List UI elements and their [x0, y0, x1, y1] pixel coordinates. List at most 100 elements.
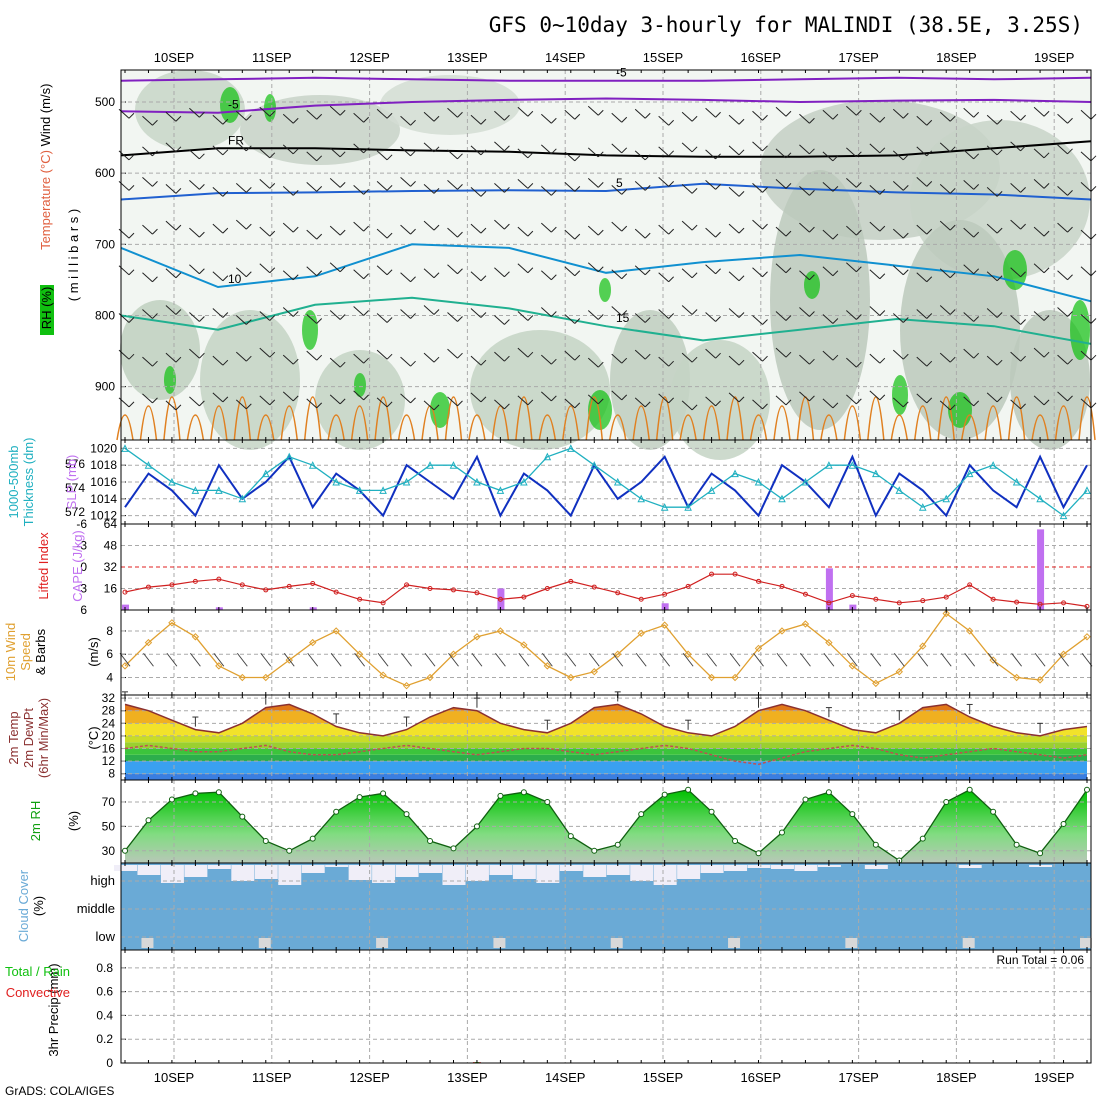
- wind-barb: [869, 112, 881, 123]
- wind-barb: [306, 266, 318, 277]
- wind-speed-point: [614, 650, 622, 658]
- lifted-index-point: [1061, 600, 1067, 606]
- wind-barb-flag: [832, 113, 839, 120]
- li-tick-label: 6: [80, 603, 87, 617]
- axis-title-line: Wind (m/s): [38, 84, 53, 147]
- wind-barb-flag: [245, 145, 252, 152]
- y-tick-label: 8: [106, 624, 113, 638]
- wind-barb: [165, 352, 177, 363]
- thickness-point: [285, 452, 294, 461]
- wind-barb-flag: [1067, 274, 1073, 281]
- wind-barb: [939, 268, 951, 279]
- wind-barb-flag: [809, 226, 815, 233]
- wind-barb: [189, 227, 200, 238]
- high-cloud-gap: [184, 865, 208, 877]
- axis-title-line: Temperature (°C): [38, 150, 53, 250]
- wind-speed-point: [496, 627, 505, 635]
- thickness-point: [379, 486, 387, 494]
- wind-barb-flag: [457, 316, 463, 322]
- lifted-index-point: [380, 600, 386, 606]
- y-tick-label: 4: [106, 671, 113, 685]
- wind-barb: [799, 144, 810, 155]
- wind-barb: [1057, 270, 1068, 281]
- rh-point: [497, 792, 504, 799]
- wind-barb-flag: [644, 185, 651, 191]
- wind-barb: [705, 227, 716, 238]
- wind-barb-flag: [1090, 270, 1097, 277]
- wind-barb-flag: [832, 233, 839, 240]
- thickness-point: [613, 477, 622, 486]
- wind-barb-flag: [1043, 315, 1050, 321]
- axis-title-line: 2m RH: [28, 801, 43, 841]
- wind-speed-point: [590, 668, 598, 676]
- thickness-point: [520, 477, 528, 486]
- wind-barb: [916, 177, 928, 187]
- wind-barb: [517, 106, 529, 117]
- thickness-point: [308, 461, 317, 469]
- high-cloud-gap: [770, 865, 794, 869]
- lifted-index-point: [709, 571, 715, 577]
- contour-line: [120, 296, 1092, 345]
- wind-barb-flag: [691, 272, 698, 279]
- wind-barb-flag: [316, 270, 323, 277]
- axis-title-line: (%): [31, 896, 46, 916]
- wind-barb: [822, 350, 834, 361]
- wind-barb-flag: [691, 309, 698, 315]
- warm-contour: [538, 414, 557, 441]
- wind-barb-flag: [926, 360, 933, 367]
- low-cloud-gap: [258, 938, 271, 948]
- wind-barb-flag: [504, 187, 510, 193]
- wind-barb: [916, 309, 928, 319]
- wind-barb-flag: [199, 111, 205, 118]
- rh-point: [567, 833, 574, 840]
- wind-barb-flag: [292, 148, 299, 155]
- wind-barb-flag: [973, 111, 980, 118]
- contour-line: [120, 76, 1092, 82]
- wind-barb-flag: [926, 397, 933, 404]
- wind-barb-flag: [386, 185, 393, 191]
- wind-barb: [306, 109, 318, 120]
- contour-label: FR: [228, 133, 244, 147]
- wind-barb-flag: [410, 119, 416, 126]
- cape-tick-label: 64: [104, 517, 118, 531]
- surface-wind-barb: [143, 652, 154, 667]
- wind-barb-flag: [1090, 318, 1097, 324]
- wind-speed-point: [825, 638, 833, 647]
- rh-point: [661, 791, 668, 798]
- wind-barb-flag: [292, 117, 299, 124]
- wind-barb-flag: [949, 404, 956, 411]
- wind-barb: [846, 225, 857, 236]
- wind-barb: [353, 306, 364, 316]
- wind-barb: [494, 183, 505, 193]
- cloud-level-label: high: [90, 873, 115, 888]
- wind-barb: [892, 397, 904, 408]
- cape-tick-label: 16: [104, 582, 118, 596]
- wind-barb-flag: [644, 232, 651, 239]
- surface-wind-barb: [518, 652, 530, 667]
- wind-barb: [1080, 229, 1092, 240]
- wind-barb: [329, 178, 341, 188]
- wind-barb-flag: [856, 266, 862, 273]
- wind-barb-flag: [339, 151, 346, 158]
- date-label-bottom: 12SEP: [349, 1070, 389, 1085]
- rh-high-shading: [1070, 300, 1090, 360]
- high-cloud-gap: [231, 865, 255, 881]
- wind-barb-flag: [433, 115, 440, 122]
- wind-barb-flag: [363, 394, 369, 401]
- wind-barb-flag: [152, 313, 158, 319]
- wind-barb-flag: [762, 145, 768, 152]
- wind-barb: [189, 149, 200, 160]
- wind-barb: [986, 114, 998, 125]
- wind-barb-flag: [832, 270, 839, 277]
- wind-barb: [423, 184, 435, 194]
- wind-barb-flag: [597, 398, 604, 405]
- cape-bar: [661, 603, 669, 610]
- wind-speed-point: [637, 629, 645, 637]
- wind-speed-point: [191, 633, 200, 641]
- wind-barb-flag: [363, 357, 369, 364]
- wind-barb: [611, 269, 623, 280]
- wind-barb-flag: [410, 228, 416, 235]
- wind-barb-flag: [832, 155, 839, 162]
- wind-barb: [658, 115, 669, 126]
